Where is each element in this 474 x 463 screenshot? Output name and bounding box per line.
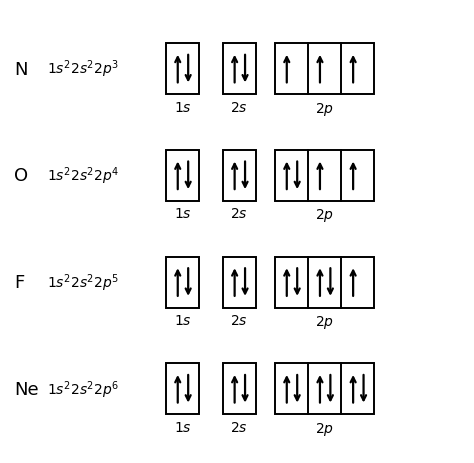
Text: $1s$: $1s$ — [173, 313, 191, 327]
Text: $2p$: $2p$ — [315, 207, 334, 224]
Bar — [223, 257, 256, 308]
Bar — [166, 44, 199, 95]
Text: $1s^{2}2s^{2}2p^{6}$: $1s^{2}2s^{2}2p^{6}$ — [47, 378, 120, 400]
Text: $1s$: $1s$ — [173, 207, 191, 221]
Text: $1s$: $1s$ — [173, 420, 191, 434]
Text: $2s$: $2s$ — [230, 100, 248, 114]
Bar — [275, 363, 374, 414]
Bar — [275, 44, 374, 95]
Text: $1s^{2}2s^{2}2p^{3}$: $1s^{2}2s^{2}2p^{3}$ — [47, 59, 119, 80]
Text: O: O — [14, 167, 28, 185]
Text: $2s$: $2s$ — [230, 420, 248, 434]
Text: $2s$: $2s$ — [230, 207, 248, 221]
Text: $1s$: $1s$ — [173, 100, 191, 114]
Text: F: F — [14, 274, 25, 291]
Bar — [223, 363, 256, 414]
Bar — [275, 257, 374, 308]
Bar — [223, 150, 256, 201]
Bar — [275, 150, 374, 201]
Bar — [166, 363, 199, 414]
Text: $2s$: $2s$ — [230, 313, 248, 327]
Bar — [223, 44, 256, 95]
Bar — [166, 150, 199, 201]
Text: $1s^{2}2s^{2}2p^{4}$: $1s^{2}2s^{2}2p^{4}$ — [47, 165, 120, 187]
Text: $2p$: $2p$ — [315, 100, 334, 118]
Text: $1s^{2}2s^{2}2p^{5}$: $1s^{2}2s^{2}2p^{5}$ — [47, 272, 120, 293]
Text: $2p$: $2p$ — [315, 420, 334, 437]
Bar — [166, 257, 199, 308]
Text: Ne: Ne — [14, 380, 39, 398]
Text: $2p$: $2p$ — [315, 313, 334, 331]
Text: N: N — [14, 61, 27, 78]
